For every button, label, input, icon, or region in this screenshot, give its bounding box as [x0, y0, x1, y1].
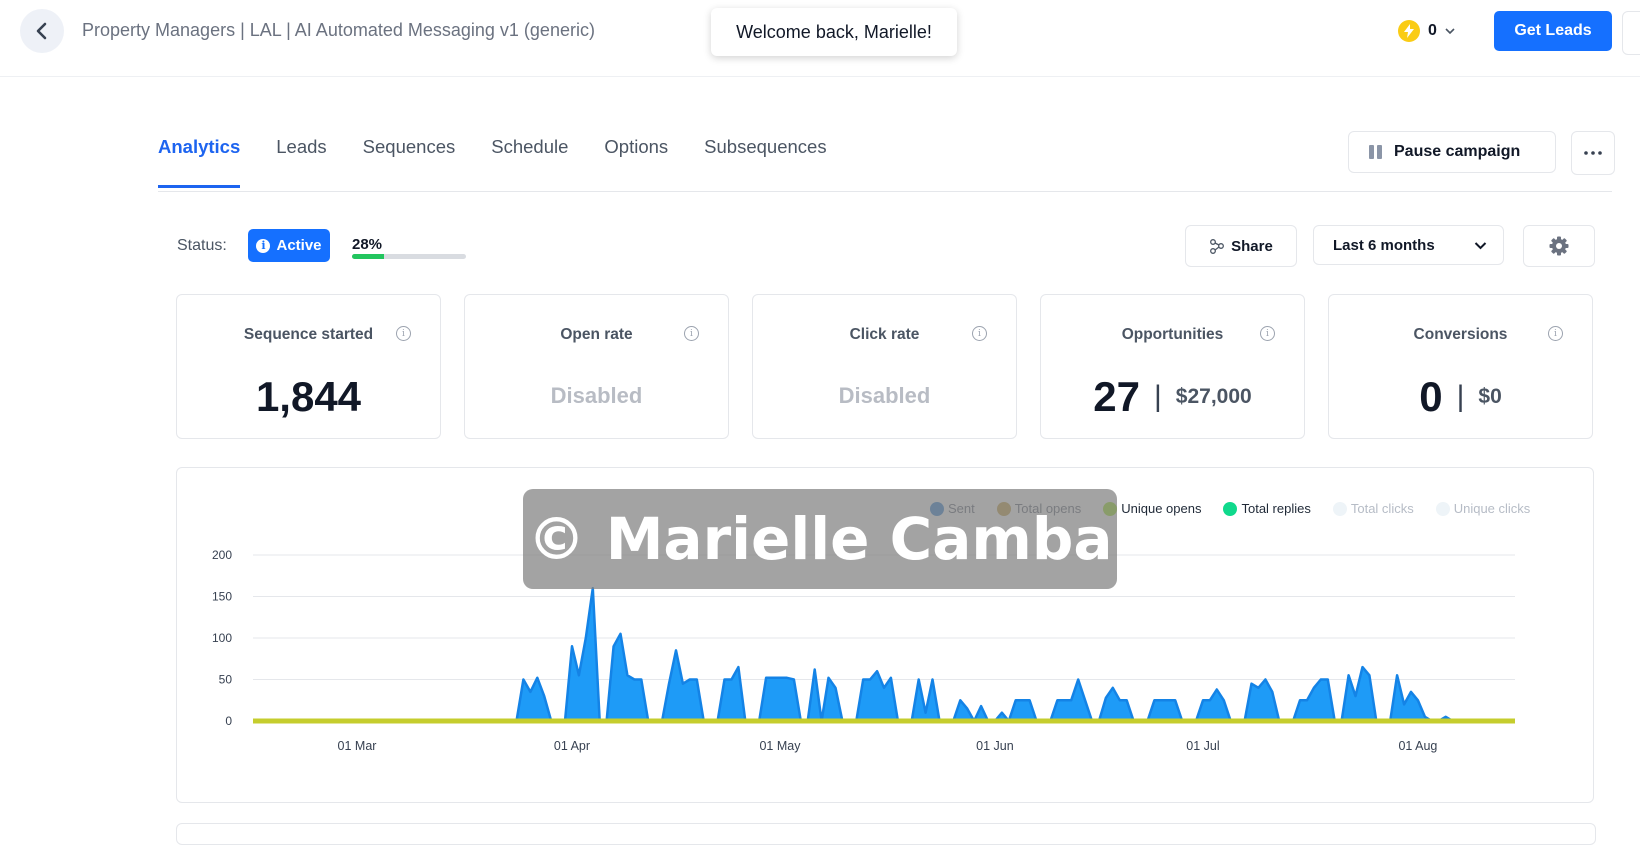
card-title: Conversions: [1413, 326, 1508, 343]
share-button[interactable]: Share: [1185, 225, 1297, 267]
x-tick-label: 01 Apr: [554, 739, 590, 753]
share-icon: [1210, 239, 1225, 254]
info-icon[interactable]: i: [684, 326, 699, 341]
progress-bar: [352, 254, 466, 259]
info-icon[interactable]: i: [1548, 326, 1563, 341]
status-badge[interactable]: i Active: [248, 229, 330, 262]
stat-card-click-rate: Click rate i Disabled: [752, 294, 1017, 439]
pause-icon: [1369, 145, 1382, 159]
tab-sequences[interactable]: Sequences: [362, 136, 456, 157]
y-tick-label: 100: [212, 631, 232, 645]
settings-button[interactable]: [1523, 225, 1595, 267]
value-separator: |: [1154, 380, 1162, 413]
card-value: 0: [1419, 373, 1443, 420]
credits-value: 0: [1428, 22, 1437, 39]
x-tick-label: 01 May: [759, 739, 801, 753]
chevron-down-icon: [1445, 28, 1455, 35]
more-horizontal-icon: [1584, 151, 1602, 155]
info-icon[interactable]: i: [972, 326, 987, 341]
more-options-button[interactable]: [1571, 131, 1615, 175]
campaign-tabs: Analytics Leads Sequences Schedule Optio…: [158, 136, 863, 188]
y-tick-label: 200: [212, 548, 232, 562]
lightning-icon: [1398, 20, 1420, 42]
card-value: Disabled: [838, 383, 931, 408]
pause-campaign-label: Pause campaign: [1394, 143, 1521, 160]
legend-item[interactable]: Total clicks: [1332, 501, 1414, 516]
tab-schedule[interactable]: Schedule: [491, 136, 569, 157]
tabs-divider: [158, 191, 1612, 192]
gear-icon: [1549, 236, 1569, 256]
tab-options[interactable]: Options: [604, 136, 669, 157]
y-tick-label: 150: [212, 590, 232, 604]
pause-campaign-button[interactable]: Pause campaign: [1348, 131, 1556, 173]
card-title: Sequence started: [243, 326, 374, 343]
card-value: 27: [1093, 373, 1140, 420]
legend-label: Total clicks: [1350, 501, 1414, 516]
sequence-table-panel: [176, 823, 1596, 845]
chevron-left-icon: [36, 22, 47, 40]
date-range-value: Last 6 months: [1333, 236, 1435, 254]
legend-dot: [1435, 501, 1450, 516]
value-separator: |: [1456, 380, 1465, 413]
series-sent-area: [515, 586, 1454, 723]
y-tick-label: 50: [219, 673, 233, 687]
progress-label: 28%: [352, 236, 383, 253]
card-secondary-value: $0: [1478, 385, 1502, 408]
campaign-title: Property Managers | LAL | AI Automated M…: [82, 20, 595, 40]
x-tick-label: 01 Aug: [1398, 739, 1437, 753]
stat-card-conversions: Conversions i 0 | $0: [1328, 294, 1593, 439]
back-button[interactable]: [20, 9, 64, 53]
date-range-select[interactable]: Last 6 months: [1313, 225, 1504, 265]
legend-label: Total replies: [1241, 501, 1311, 516]
info-icon[interactable]: i: [396, 326, 411, 341]
legend-dot: [1332, 501, 1347, 516]
tab-analytics[interactable]: Analytics: [158, 136, 241, 188]
status-badge-label: Active: [276, 237, 322, 254]
account-button[interactable]: [1622, 11, 1640, 55]
legend-label: Unique opens: [1121, 501, 1202, 516]
credits-dropdown[interactable]: 0: [1398, 20, 1455, 42]
y-tick-label: 0: [225, 714, 232, 728]
tab-leads[interactable]: Leads: [276, 136, 327, 157]
card-value: 1,844: [255, 373, 362, 420]
legend-item[interactable]: Total replies: [1223, 501, 1311, 516]
x-tick-label: 01 Mar: [338, 739, 377, 753]
card-value: Disabled: [550, 383, 643, 408]
x-tick-label: 01 Jun: [976, 739, 1014, 753]
welcome-toast: Welcome back, Marielle!: [711, 8, 957, 56]
get-leads-button[interactable]: Get Leads: [1494, 11, 1612, 51]
top-bar: [0, 0, 1640, 77]
watermark: © Marielle Camba: [523, 489, 1117, 589]
card-title: Opportunities: [1121, 326, 1224, 343]
card-title: Open rate: [560, 326, 633, 343]
progress-fill: [352, 254, 384, 259]
legend-item[interactable]: Unique clicks: [1435, 501, 1531, 516]
tab-subsequences[interactable]: Subsequences: [704, 136, 827, 157]
legend-dot: [1223, 501, 1238, 516]
share-label: Share: [1231, 237, 1273, 255]
analytics-chart-panel: [176, 467, 1594, 803]
legend-label: Unique clicks: [1453, 501, 1531, 516]
chevron-down-icon: [1474, 241, 1487, 249]
status-label: Status:: [177, 237, 227, 254]
stat-card-open-rate: Open rate i Disabled: [464, 294, 729, 439]
info-icon[interactable]: i: [1260, 326, 1275, 341]
info-icon: i: [256, 238, 271, 253]
stat-card-sequence-started: Sequence started i 1,844: [176, 294, 441, 439]
stat-card-opportunities: Opportunities i 27 | $27,000: [1040, 294, 1305, 439]
card-title: Click rate: [849, 326, 920, 343]
card-secondary-value: $27,000: [1175, 385, 1252, 408]
x-tick-label: 01 Jul: [1186, 739, 1219, 753]
